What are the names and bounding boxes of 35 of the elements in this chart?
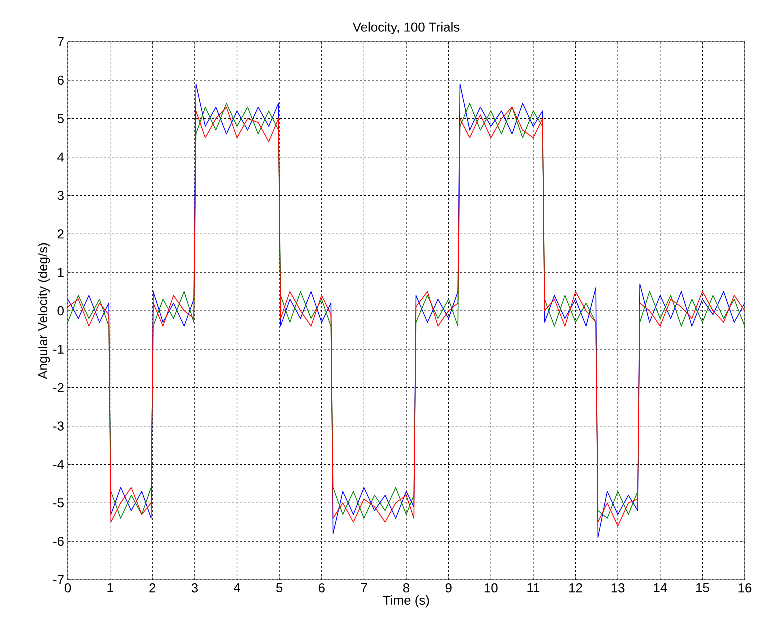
- y-tick-label: 6: [58, 76, 64, 86]
- x-tick-label: 0: [64, 584, 72, 593]
- y-tick-label: -4: [54, 460, 64, 470]
- y-tick-label: -7: [54, 576, 64, 584]
- y-tick-label: 5: [58, 114, 64, 124]
- x-tick-label: 1: [108, 584, 114, 592]
- y-tick-label: 2: [58, 230, 64, 239]
- x-tick-label: 14: [654, 584, 668, 592]
- x-tick-label: 7: [361, 584, 368, 592]
- y-tick-label: -6: [54, 536, 64, 546]
- y-tick-label: 0: [58, 306, 64, 316]
- x-tick-label: 4: [234, 584, 240, 592]
- x-tick-label: 3: [192, 584, 198, 593]
- x-axis-title: Time (s): [383, 596, 430, 608]
- x-tick-label: 9: [446, 584, 452, 593]
- y-axis-title: Angular Velocity (deg/s): [38, 243, 50, 380]
- x-tick-label: 5: [276, 584, 283, 593]
- x-tick-label: 10: [484, 584, 498, 593]
- y-tick-label: 3: [58, 191, 64, 200]
- chart-title: Velocity, 100 Trials: [352, 22, 460, 34]
- x-tick-label: 8: [403, 584, 410, 593]
- y-tick-label: -3: [54, 422, 64, 431]
- x-tick-label: 16: [738, 584, 752, 593]
- x-tick-label: 15: [696, 584, 710, 593]
- x-tick-label: 6: [318, 584, 325, 593]
- x-tick-label: 2: [150, 584, 156, 593]
- y-tick-label: 1: [58, 268, 64, 278]
- y-tick-label: -5: [54, 498, 64, 508]
- y-tick-label: 4: [58, 152, 64, 162]
- y-tick-label: -1: [54, 344, 64, 354]
- x-tick-label: 11: [528, 584, 540, 592]
- y-tick-label: -2: [54, 383, 64, 392]
- y-tick-label: 7: [58, 38, 64, 46]
- x-tick-label: 12: [570, 584, 582, 593]
- x-tick-label: 13: [612, 584, 625, 593]
